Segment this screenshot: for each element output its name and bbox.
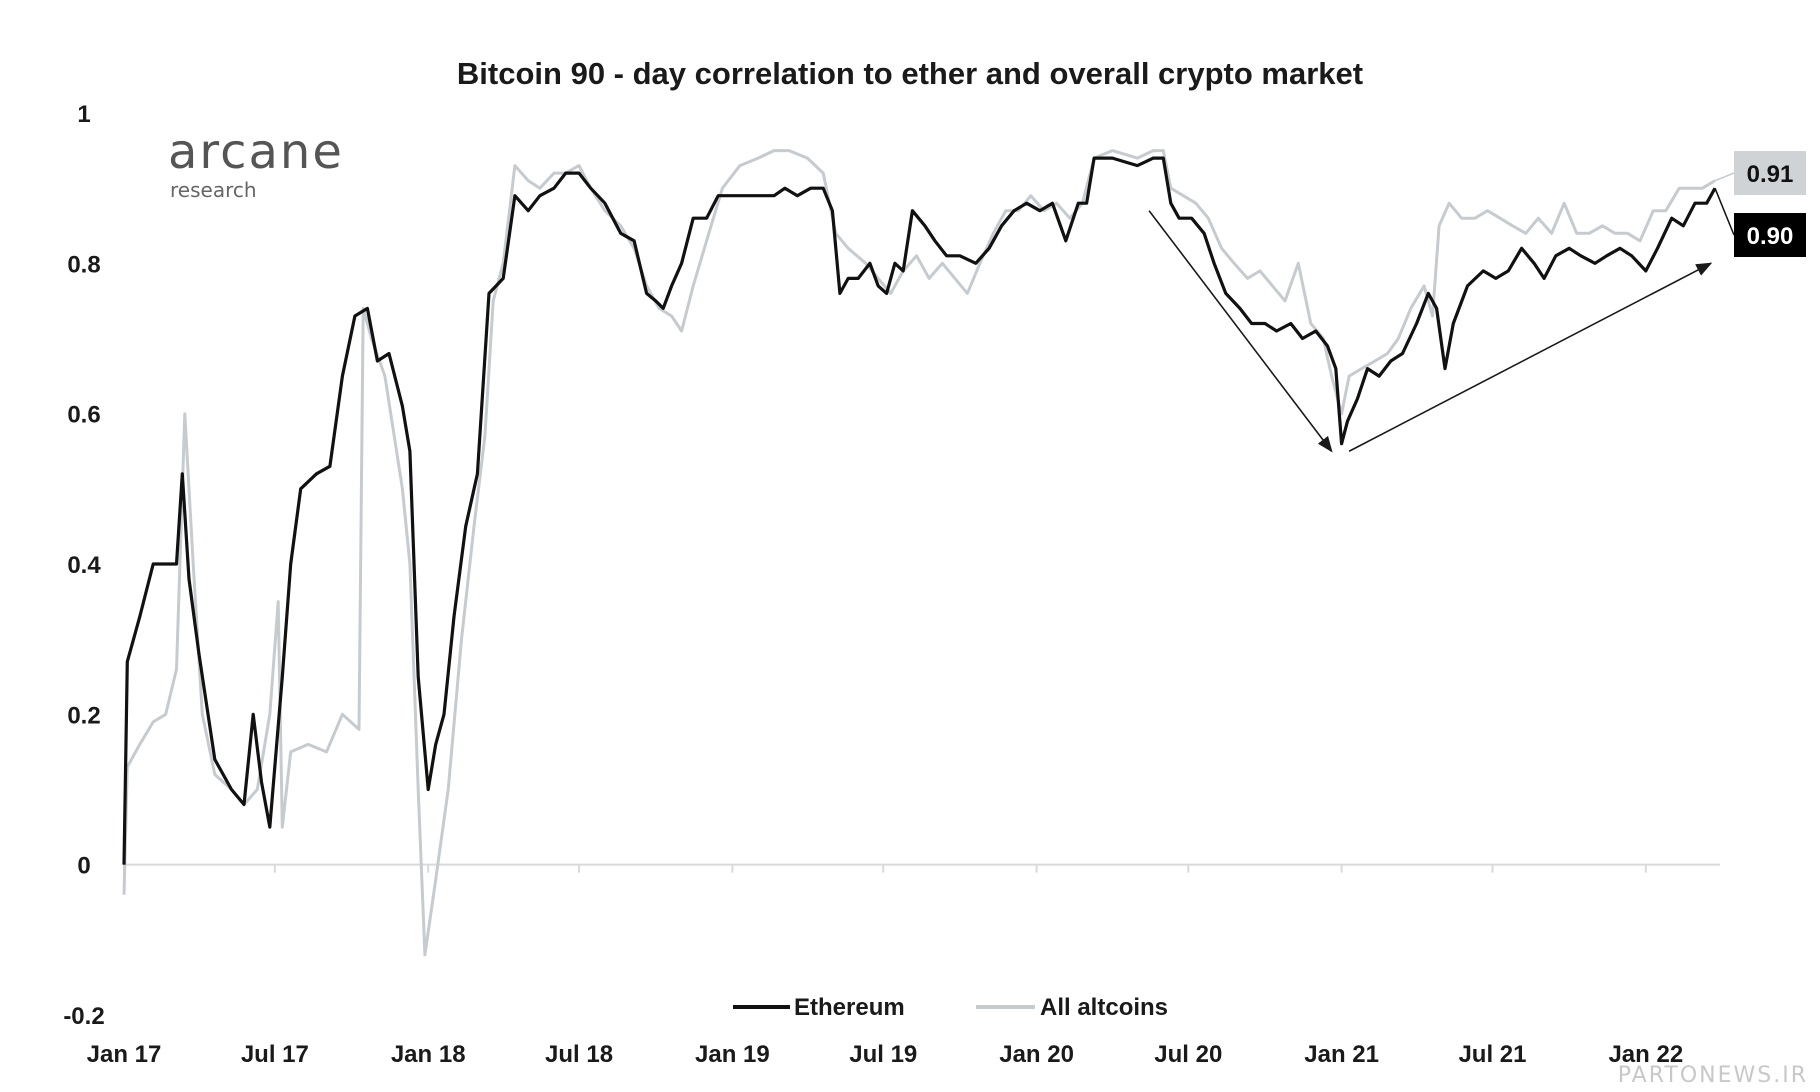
end-label-badge xyxy=(1734,151,1806,195)
end-label-value: 0.91 xyxy=(1747,161,1794,188)
legend: Ethereum All altcoins xyxy=(733,994,1168,1021)
y-tick-label: 0.6 xyxy=(67,402,100,429)
end-label-badge xyxy=(1734,213,1806,257)
chart-title: Bitcoin 90 - day correlation to ether an… xyxy=(457,56,1363,91)
watermark: PARTONEWS.IR xyxy=(1618,1063,1808,1088)
y-tick-label: 0.8 xyxy=(67,251,100,278)
series-layer xyxy=(122,149,1717,957)
y-tick-label: -0.2 xyxy=(63,1003,104,1030)
y-tick-label: 0.4 xyxy=(67,552,101,579)
x-axis: Jan 17 Jul 17 Jan 18 Jul 18 Jan 19 Jul 19 Jan … xyxy=(87,863,1720,1068)
x-tick-label: Jul 17 xyxy=(241,1041,309,1068)
y-tick-label: 1 xyxy=(77,101,90,128)
end-label-connector xyxy=(1714,172,1735,182)
x-tick-label: Jul 21 xyxy=(1458,1041,1526,1068)
series-line-all-altcoins xyxy=(122,149,1716,957)
x-tick-label: Jan 19 xyxy=(695,1041,770,1068)
trend-arrow-1 xyxy=(1148,210,1333,453)
y-axis: -0.2 0 0.2 0.4 0.6 0.8 1 xyxy=(63,101,104,1030)
legend-label-altcoins: All altcoins xyxy=(1040,994,1168,1021)
legend-item-altcoins: All altcoins xyxy=(976,994,1168,1021)
y-tick-label: 0.2 xyxy=(67,702,100,729)
arcane-logo: arcane research xyxy=(168,124,344,202)
x-tick-label: Jan 21 xyxy=(1304,1041,1379,1068)
series-line-ethereum xyxy=(122,156,1717,865)
logo-name: arcane xyxy=(168,124,344,180)
x-tick-label: Jan 22 xyxy=(1608,1041,1683,1068)
x-tick-label: Jul 18 xyxy=(545,1041,613,1068)
legend-item-ethereum: Ethereum xyxy=(733,994,905,1021)
end-labels: 0.91 0.90 xyxy=(1714,151,1806,257)
trend-arrow-2 xyxy=(1348,262,1713,452)
end-label-connector xyxy=(1714,187,1735,236)
legend-label-ethereum: Ethereum xyxy=(794,994,905,1021)
x-tick-label: Jan 17 xyxy=(87,1041,162,1068)
x-tick-label: Jan 20 xyxy=(999,1041,1074,1068)
x-tick-label: Jan 18 xyxy=(391,1041,466,1068)
y-tick-label: 0 xyxy=(77,853,90,880)
x-tick-label: Jul 19 xyxy=(849,1041,917,1068)
annotation-layer xyxy=(1148,210,1713,453)
x-tick-label: Jul 20 xyxy=(1154,1041,1222,1068)
end-label-value: 0.90 xyxy=(1747,223,1794,250)
logo-tagline: research xyxy=(170,178,257,202)
